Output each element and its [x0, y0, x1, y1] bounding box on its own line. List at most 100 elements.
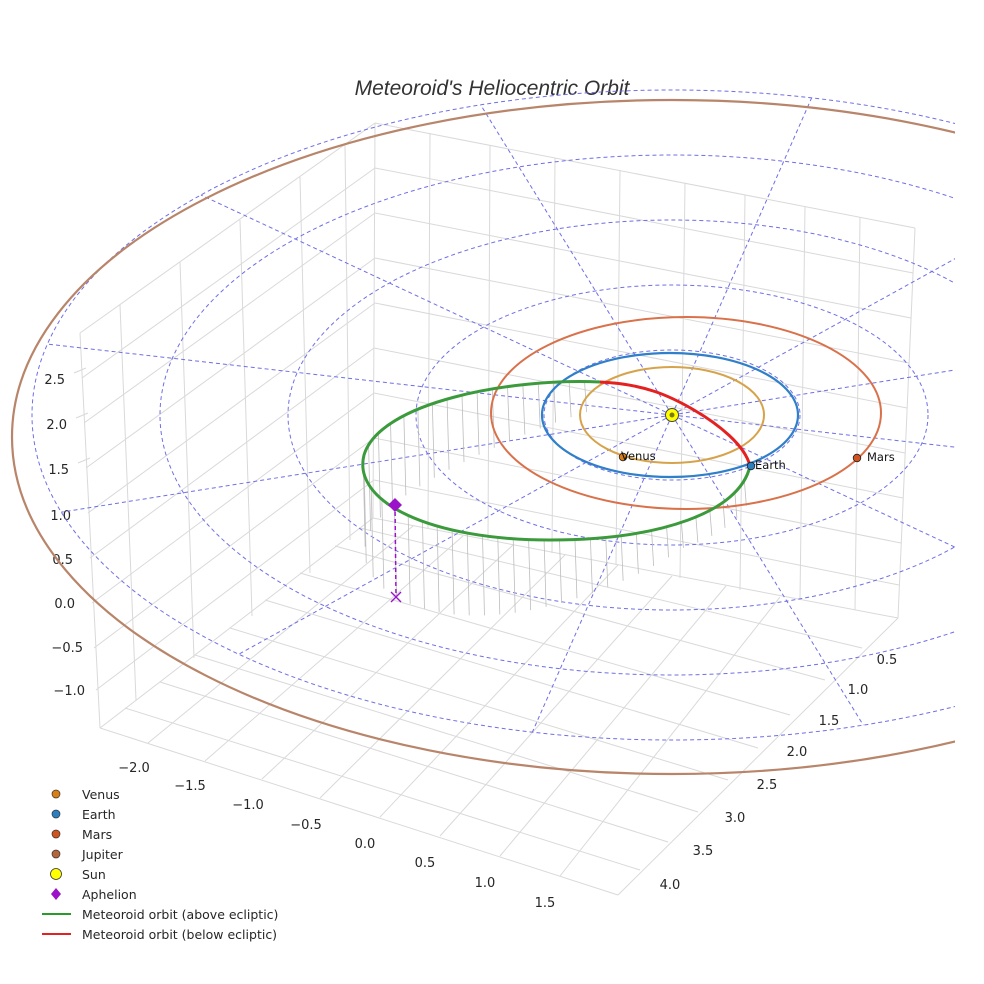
drop-line	[620, 535, 624, 581]
meteoroid-orbit-above-ecliptic	[361, 380, 752, 542]
drop-line	[681, 522, 684, 548]
drop-line	[476, 391, 480, 455]
y-tick: 1.0	[848, 683, 869, 698]
ecliptic-reference-grid	[31, 89, 955, 741]
ecliptic-spoke	[671, 414, 864, 726]
drop-line	[574, 539, 578, 599]
drop-line	[451, 529, 455, 615]
drop-line	[636, 533, 639, 574]
drop-line	[417, 409, 421, 487]
legend-label: Venus	[82, 787, 120, 802]
ecliptic-circle	[543, 349, 801, 481]
legend: Venus Earth Mars Jupiter Sun Aphelion Me…	[42, 787, 278, 942]
drop-line	[431, 403, 435, 478]
ecliptic-circle	[287, 219, 955, 611]
legend-earth-marker	[51, 809, 61, 819]
mars-label: Mars	[867, 450, 895, 464]
aphelion-marker	[388, 498, 402, 512]
z-tick: 2.0	[46, 418, 67, 433]
earth-marker	[746, 461, 756, 471]
drop-line	[666, 526, 670, 558]
drop-line	[589, 538, 593, 594]
drop-line	[363, 474, 367, 564]
venus-orbit	[579, 366, 765, 464]
z-tick: −0.5	[51, 641, 83, 656]
drop-line	[370, 488, 374, 578]
drop-line	[584, 381, 587, 413]
venus-label: Venus	[621, 449, 656, 463]
floor-grid	[99, 517, 899, 896]
x-axis: −2.0 −1.5 −1.0 −0.5 0.0 0.5 1.0 1.5	[118, 761, 555, 911]
z-tick: −1.0	[53, 684, 85, 699]
x-tick: −0.5	[290, 818, 322, 833]
x-tick: 0.0	[355, 837, 376, 852]
mars-marker	[852, 453, 862, 463]
earth-label: Earth	[755, 458, 786, 472]
left-wall-grid	[79, 122, 376, 729]
y-tick: 1.5	[819, 714, 840, 729]
drop-line	[461, 395, 465, 463]
z-tick: 1.5	[48, 463, 69, 478]
legend-label: Mars	[82, 827, 112, 842]
drop-line	[507, 386, 510, 442]
drop-line	[381, 499, 385, 589]
ecliptic-spoke	[200, 194, 673, 416]
y-tick: 3.5	[693, 844, 714, 859]
aphelion-drop-line	[394, 504, 397, 597]
y-tick: 4.0	[660, 878, 681, 893]
z-tick: 0.0	[54, 597, 75, 612]
legend-label: Jupiter	[81, 847, 124, 862]
meteoroid-orbit-below-ecliptic	[599, 380, 752, 467]
y-tick: 2.5	[757, 778, 778, 793]
x-tick: 0.5	[415, 856, 436, 871]
x-tick: 1.0	[475, 876, 496, 891]
ecliptic-spoke	[671, 97, 813, 416]
drop-line	[407, 515, 411, 604]
z-tick: 2.5	[44, 373, 65, 388]
ecliptic-spoke	[531, 414, 673, 733]
ecliptic-spoke	[480, 104, 673, 416]
ecliptic-circle	[31, 89, 955, 741]
drop-line	[559, 539, 562, 603]
z-tick: 0.5	[52, 553, 73, 568]
ecliptic-spoke	[238, 414, 673, 655]
drop-line	[390, 423, 393, 506]
ecliptic-circle	[415, 284, 929, 546]
drop-line	[709, 510, 713, 536]
drop-line	[743, 480, 747, 506]
drop-line	[528, 539, 532, 611]
y-axis: 0.5 1.0 1.5 2.0 2.5 3.0 3.5 4.0	[660, 653, 898, 893]
legend-jupiter-marker	[51, 849, 61, 859]
legend-label: Earth	[82, 807, 116, 822]
drop-line	[422, 521, 425, 609]
drop-line	[695, 516, 699, 543]
mars-orbit	[490, 316, 882, 510]
x-tick: −1.5	[174, 779, 206, 794]
legend-label: Sun	[82, 867, 106, 882]
legend-label: Meteoroid orbit (below ecliptic)	[82, 927, 277, 942]
aphelion-projection-marker	[390, 591, 402, 603]
ecliptic-spoke	[47, 343, 673, 416]
earth-orbit	[540, 351, 800, 479]
drop-line	[651, 530, 654, 566]
drop-line	[543, 539, 547, 607]
jupiter-orbit	[11, 99, 955, 775]
ecliptic-spoke	[671, 414, 955, 548]
drop-line	[537, 383, 541, 429]
y-tick: 0.5	[877, 653, 898, 668]
legend-sun-marker	[50, 868, 62, 880]
drop-line	[522, 384, 526, 435]
drop-line	[403, 415, 407, 496]
ecliptic-spoke	[61, 414, 673, 513]
drop-line	[436, 526, 440, 613]
legend-venus-marker	[51, 789, 61, 799]
legend-label: Meteoroid orbit (above ecliptic)	[82, 907, 278, 922]
y-tick: 3.0	[725, 811, 746, 826]
drop-line	[605, 537, 609, 588]
y-tick: 2.0	[787, 745, 808, 760]
z-tick: 1.0	[50, 509, 71, 524]
drop-line	[482, 535, 485, 616]
ecliptic-spoke	[671, 369, 955, 416]
x-tick: −1.0	[232, 798, 264, 813]
